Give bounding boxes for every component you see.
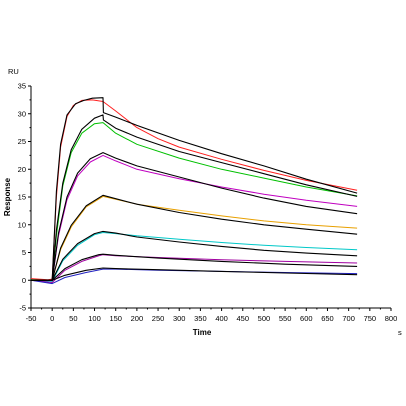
fit-curve-12 xyxy=(31,253,358,281)
fit-curve-10 xyxy=(31,194,358,281)
x-tick-label: -50 xyxy=(26,314,37,323)
x-tick-label: 550 xyxy=(279,314,292,323)
response-curve-1 xyxy=(30,122,358,281)
fit-curve-8 xyxy=(31,114,358,281)
fit-curve-11 xyxy=(31,230,358,281)
x-axis-title: Time xyxy=(193,328,212,337)
x-tick-label: 0 xyxy=(50,314,54,323)
x-tick-label: 300 xyxy=(173,314,186,323)
series-layer xyxy=(30,97,358,285)
fit-curve-9 xyxy=(31,152,358,281)
x-tick-label: 800 xyxy=(385,314,398,323)
x-tick-label: 350 xyxy=(194,314,207,323)
y-tick-label: 0 xyxy=(22,276,26,285)
x-tick-label: 500 xyxy=(258,314,271,323)
x-tick-label: 200 xyxy=(131,314,144,323)
x-tick-label: 250 xyxy=(152,314,165,323)
y-tick-label: 35 xyxy=(18,82,26,91)
axes xyxy=(28,85,392,311)
x-tick-label: 100 xyxy=(88,314,101,323)
x-tick-label: 150 xyxy=(109,314,122,323)
response-curve-2 xyxy=(31,154,358,281)
x-unit-label: s xyxy=(398,328,402,337)
x-tick-label: 750 xyxy=(364,314,377,323)
response-curve-5 xyxy=(30,254,358,283)
y-tick-label: 30 xyxy=(18,109,26,118)
x-tick-label: 50 xyxy=(69,314,77,323)
x-tick-label: 600 xyxy=(300,314,313,323)
y-tick-label: 5 xyxy=(22,248,26,257)
y-tick-label: 25 xyxy=(18,137,26,146)
y-tick-label: -5 xyxy=(19,304,26,313)
y-tick-label: 15 xyxy=(18,193,26,202)
x-tick-label: 400 xyxy=(215,314,228,323)
x-tick-label: 650 xyxy=(321,314,334,323)
response-curve-3 xyxy=(31,195,358,281)
fit-curve-7 xyxy=(31,97,358,281)
y-tick-label: 10 xyxy=(18,220,26,229)
y-axis-title: Response xyxy=(3,177,12,216)
fit-curve-13 xyxy=(31,267,358,281)
tick-labels: -50 0 50 100 150 200 250 300 350 400 450 500 550 600 6… xyxy=(18,82,398,323)
y-tick-label: 20 xyxy=(18,165,26,174)
x-tick-label: 700 xyxy=(342,314,355,323)
y-unit-label: RU xyxy=(8,67,19,76)
x-tick-label: 450 xyxy=(237,314,250,323)
